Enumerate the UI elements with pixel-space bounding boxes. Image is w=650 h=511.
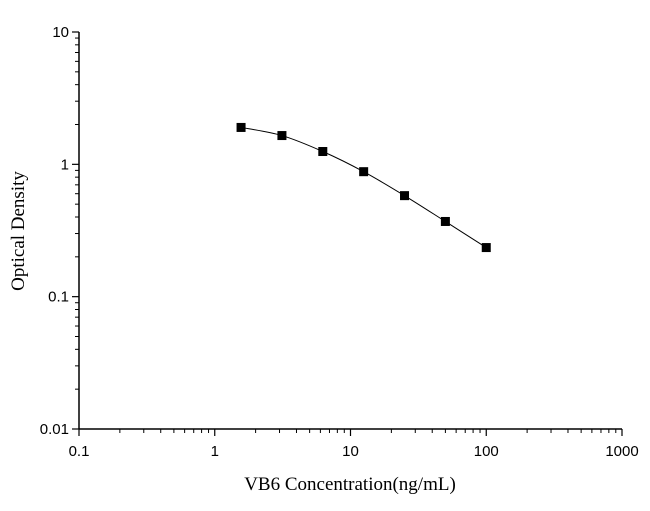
data-point <box>359 167 369 177</box>
data-point <box>440 216 450 226</box>
data-point <box>277 131 287 141</box>
y-tick-label: 1 <box>61 156 69 173</box>
x-tick-label: 1 <box>211 443 219 460</box>
y-tick-label: 10 <box>52 24 69 41</box>
fit-curve <box>240 126 487 248</box>
x-tick-label: 100 <box>474 443 499 460</box>
data-point <box>400 191 410 201</box>
x-tick-label: 10 <box>342 443 359 460</box>
x-tick-label: 0.1 <box>69 443 90 460</box>
x-axis-label: VB6 Concentration(ng/mL) <box>244 474 456 495</box>
y-tick-label: 0.1 <box>48 289 69 306</box>
data-point <box>318 147 328 157</box>
x-tick-label: 1000 <box>605 443 638 460</box>
data-point <box>481 243 491 253</box>
y-axis-label: Optical Density <box>8 171 29 291</box>
data-point <box>236 122 246 132</box>
y-tick-label: 0.01 <box>40 421 69 438</box>
